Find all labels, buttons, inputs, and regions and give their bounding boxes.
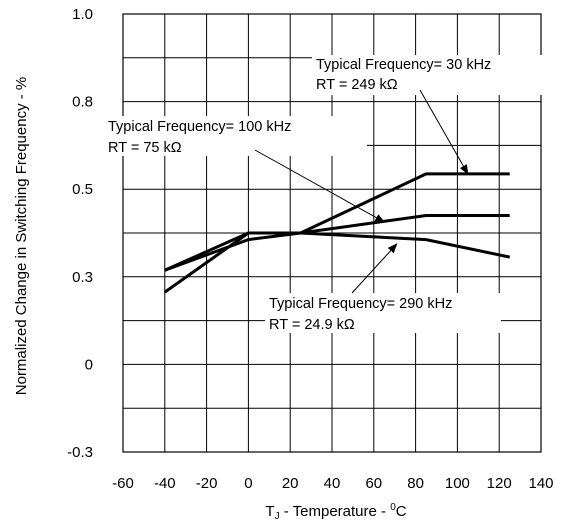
- x-tick-label: 60: [365, 475, 382, 492]
- y-tick-label: 0.8: [72, 94, 93, 111]
- x-tick-label: 120: [487, 475, 512, 492]
- y-tick-label: 1.0: [72, 6, 93, 23]
- y-axis-label: Normalized Change in Switching Frequency…: [13, 77, 30, 395]
- annotation-arrow: [351, 243, 398, 294]
- x-tick-label: 20: [282, 475, 299, 492]
- series-line-3: [164, 231, 511, 272]
- x-tick-label: 40: [324, 475, 341, 492]
- annotation-label: Typical Frequency= 30 kHz: [316, 57, 491, 73]
- annotation-background: [103, 116, 367, 156]
- x-tick-label: -60: [112, 475, 134, 492]
- x-tick-label: 80: [407, 475, 424, 492]
- annotation-arrow: [254, 149, 386, 223]
- y-tick-label: 0.5: [72, 181, 93, 198]
- plot-border: [122, 13, 542, 453]
- annotation-label: Typical Frequency= 100 kHz: [108, 119, 291, 135]
- annotation-label: Typical Frequency= 290 kHz: [269, 296, 452, 312]
- annotations: Typical Frequency= 30 kHz RT = 249 kΩ Typi…: [103, 55, 542, 333]
- plot-frame: [122, 13, 542, 453]
- y-tick-label: 0.3: [72, 269, 93, 286]
- x-tick-label: 0: [244, 475, 252, 492]
- annotation-arrow: [419, 89, 469, 175]
- y-tick-label: -0.3: [67, 444, 93, 461]
- series-group: [163, 172, 511, 294]
- x-axis-ticks: -60 -40 -20 0 20 40 60 80 100 120 140: [112, 475, 553, 492]
- annotation-background: [312, 55, 542, 95]
- annotation-label: RT = 75 kΩ: [108, 140, 182, 156]
- x-tick-label: 140: [528, 475, 553, 492]
- annotation-background: [265, 293, 501, 333]
- x-tick-label: -20: [196, 475, 218, 492]
- annotation-label: RT = 24.9 kΩ: [269, 317, 355, 333]
- series-line-2: [164, 214, 510, 272]
- annotation-label: RT = 249 kΩ: [316, 77, 398, 93]
- x-tick-label: -40: [154, 475, 176, 492]
- y-tick-label: 0: [85, 356, 93, 373]
- x-tick-label: 100: [445, 475, 470, 492]
- x-axis-label: TJ - Temperature - 0C: [265, 502, 406, 522]
- y-axis-ticks: 1.0 0.8 0.5 0.3 0 -0.3: [67, 6, 93, 461]
